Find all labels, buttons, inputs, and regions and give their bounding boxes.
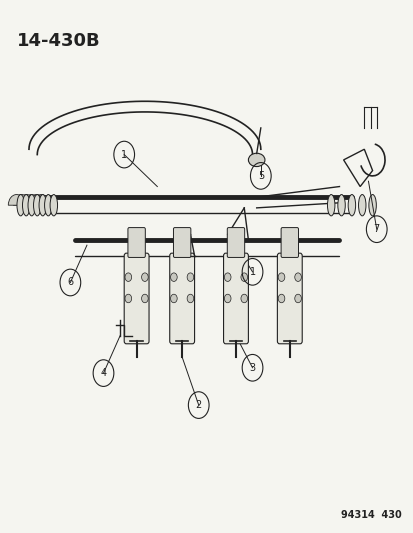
Circle shape <box>294 294 301 303</box>
Ellipse shape <box>337 195 344 216</box>
FancyBboxPatch shape <box>169 253 194 344</box>
Ellipse shape <box>28 195 36 216</box>
FancyBboxPatch shape <box>223 253 248 344</box>
Ellipse shape <box>50 195 57 216</box>
Ellipse shape <box>358 195 365 216</box>
FancyBboxPatch shape <box>173 228 190 257</box>
Circle shape <box>224 294 230 303</box>
Circle shape <box>141 294 148 303</box>
FancyBboxPatch shape <box>227 228 244 257</box>
FancyBboxPatch shape <box>280 228 298 257</box>
Text: 1: 1 <box>249 267 255 277</box>
Circle shape <box>278 294 284 303</box>
Circle shape <box>278 273 284 281</box>
Circle shape <box>125 294 131 303</box>
Text: 6: 6 <box>67 278 73 287</box>
Ellipse shape <box>45 195 52 216</box>
Wedge shape <box>18 195 35 205</box>
Circle shape <box>224 273 230 281</box>
Text: 3: 3 <box>249 363 255 373</box>
FancyBboxPatch shape <box>128 228 145 257</box>
Wedge shape <box>33 195 50 205</box>
Ellipse shape <box>17 195 24 216</box>
Ellipse shape <box>33 195 41 216</box>
Circle shape <box>187 294 193 303</box>
Text: 2: 2 <box>195 400 202 410</box>
Text: 94314  430: 94314 430 <box>340 510 401 520</box>
Circle shape <box>294 273 301 281</box>
Circle shape <box>141 273 148 281</box>
Ellipse shape <box>248 154 264 167</box>
Circle shape <box>240 294 247 303</box>
Text: 5: 5 <box>257 171 263 181</box>
Text: 7: 7 <box>373 224 379 234</box>
Text: 1: 1 <box>121 150 127 159</box>
Ellipse shape <box>368 195 375 216</box>
FancyBboxPatch shape <box>124 253 149 344</box>
Wedge shape <box>23 195 40 205</box>
Circle shape <box>187 273 193 281</box>
Text: 14-430B: 14-430B <box>17 32 100 50</box>
Circle shape <box>240 273 247 281</box>
Wedge shape <box>13 195 30 205</box>
Ellipse shape <box>327 195 334 216</box>
Ellipse shape <box>39 195 46 216</box>
Circle shape <box>170 273 177 281</box>
Wedge shape <box>8 195 25 205</box>
FancyBboxPatch shape <box>277 253 301 344</box>
Ellipse shape <box>347 195 355 216</box>
Circle shape <box>125 273 131 281</box>
Wedge shape <box>28 195 45 205</box>
Text: 4: 4 <box>100 368 106 378</box>
Ellipse shape <box>22 195 30 216</box>
Circle shape <box>170 294 177 303</box>
